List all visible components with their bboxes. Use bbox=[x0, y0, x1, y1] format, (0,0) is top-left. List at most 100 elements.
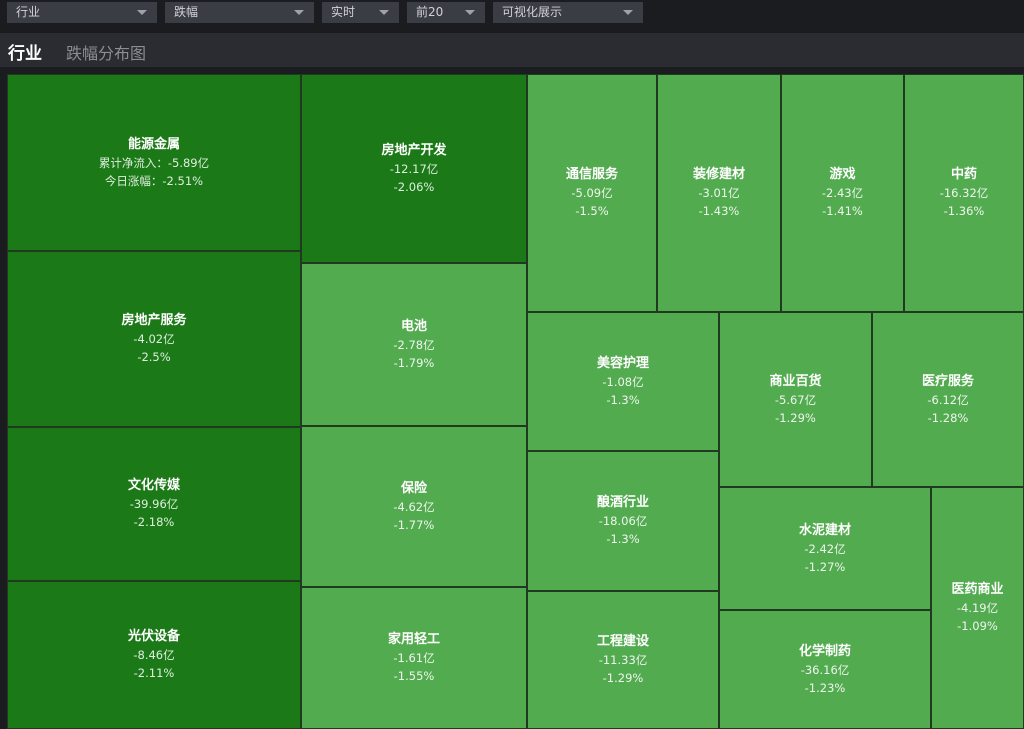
tile-电池[interactable]: 电池 -2.78亿 -1.79% bbox=[301, 263, 527, 426]
tile-商业百货[interactable]: 商业百货 -5.67亿 -1.29% bbox=[719, 312, 872, 487]
tile-net-inflow: -1.08亿 bbox=[602, 374, 644, 389]
page-title: 行业 bbox=[8, 44, 42, 64]
tile-文化传媒[interactable]: 文化传媒 -39.96亿 -2.18% bbox=[7, 427, 301, 581]
tile-net-inflow: -8.46亿 bbox=[133, 648, 175, 662]
tile-name: 能源金属 bbox=[127, 136, 180, 152]
tile-net-inflow: -2.42亿 bbox=[804, 541, 846, 556]
tile-net-inflow: -16.32亿 bbox=[939, 186, 989, 200]
view-mode-select-value: 可视化展示 bbox=[502, 5, 563, 19]
metric-select[interactable]: 跌幅 bbox=[165, 2, 314, 23]
tile-net-inflow: -39.96亿 bbox=[129, 497, 179, 511]
toolbar: 行业 跌幅 实时 前20 可视化展示 bbox=[0, 0, 1024, 26]
tile-change: -1.29% bbox=[775, 410, 816, 425]
tile-光伏设备[interactable]: 光伏设备 -8.46亿 -2.11% bbox=[7, 581, 301, 729]
tile-美容护理[interactable]: 美容护理 -1.08亿 -1.3% bbox=[527, 312, 719, 451]
tile-房地产开发[interactable]: 房地产开发 -12.17亿 -2.06% bbox=[301, 74, 527, 263]
tile-change: -1.77% bbox=[393, 517, 435, 532]
tile-change: -1.23% bbox=[804, 680, 846, 695]
change-label: 今日涨幅： bbox=[104, 173, 163, 188]
tile-net-inflow: -12.17亿 bbox=[389, 161, 439, 176]
tile-name: 光伏设备 bbox=[127, 629, 180, 644]
period-select[interactable]: 实时 bbox=[322, 2, 399, 23]
tile-net-inflow: -2.43亿 bbox=[821, 186, 864, 200]
tile-name: 文化传媒 bbox=[127, 478, 180, 493]
tile-change: -1.29% bbox=[602, 671, 644, 685]
tile-name: 装修建材 bbox=[692, 167, 745, 182]
tile-保险[interactable]: 保险 -4.62亿 -1.77% bbox=[301, 426, 527, 587]
tile-中药[interactable]: 中药 -16.32亿 -1.36% bbox=[904, 74, 1024, 312]
tile-name: 商业百货 bbox=[769, 373, 822, 389]
tile-net-inflow: -11.33亿 bbox=[598, 653, 648, 667]
tile-change: -2.06% bbox=[393, 179, 435, 194]
tile-change: -2.5% bbox=[137, 350, 171, 364]
tile-医药商业[interactable]: 医药商业 -4.19亿 -1.09% bbox=[931, 487, 1024, 729]
chevron-down-icon bbox=[137, 10, 147, 15]
tile-家用轻工[interactable]: 家用轻工 -1.61亿 -1.55% bbox=[301, 587, 527, 729]
change-value: -2.51% bbox=[162, 173, 204, 188]
tile-net-inflow: -36.16亿 bbox=[800, 662, 850, 677]
tile-net-inflow: -4.19亿 bbox=[956, 601, 999, 615]
tile-change: -1.28% bbox=[927, 410, 969, 425]
metric-select-value: 跌幅 bbox=[174, 5, 199, 19]
tile-change: -1.43% bbox=[698, 204, 740, 218]
tile-change: -1.09% bbox=[957, 619, 998, 633]
tile-net-inflow: -4.02亿 bbox=[133, 332, 175, 346]
chevron-down-icon bbox=[623, 10, 633, 15]
tile-net-inflow: 累计净流入：-5.89亿 bbox=[99, 154, 209, 172]
view-mode-select[interactable]: 可视化展示 bbox=[493, 2, 643, 23]
tile-能源金属[interactable]: 能源金属 累计净流入：-5.89亿 今日涨幅：-2.51% bbox=[7, 74, 301, 251]
tile-通信服务[interactable]: 通信服务 -5.09亿 -1.5% bbox=[527, 74, 657, 312]
tile-name: 房地产服务 bbox=[121, 313, 187, 328]
tile-change: 今日涨幅：-2.51% bbox=[105, 172, 203, 190]
category-select-value: 行业 bbox=[16, 5, 41, 19]
tile-change: -1.79% bbox=[393, 355, 435, 370]
title-bar: 行业 跌幅分布图 bbox=[0, 33, 1024, 67]
tile-name: 游戏 bbox=[829, 167, 856, 182]
chevron-down-icon bbox=[294, 10, 304, 15]
tile-change: -1.41% bbox=[822, 204, 863, 218]
tile-医疗服务[interactable]: 医疗服务 -6.12亿 -1.28% bbox=[872, 312, 1024, 487]
tile-change: -2.18% bbox=[133, 515, 175, 529]
tile-name: 水泥建材 bbox=[798, 522, 851, 538]
tab-decline-distribution[interactable]: 跌幅分布图 bbox=[66, 44, 147, 63]
tile-酿酒行业[interactable]: 酿酒行业 -18.06亿 -1.3% bbox=[527, 451, 719, 591]
tile-装修建材[interactable]: 装修建材 -3.01亿 -1.43% bbox=[657, 74, 781, 312]
tile-游戏[interactable]: 游戏 -2.43亿 -1.41% bbox=[781, 74, 904, 312]
tile-change: -1.3% bbox=[606, 532, 640, 546]
chevron-down-icon bbox=[465, 10, 475, 15]
tile-net-inflow: -5.09亿 bbox=[571, 186, 613, 200]
chevron-down-icon bbox=[379, 10, 389, 15]
tile-房地产服务[interactable]: 房地产服务 -4.02亿 -2.5% bbox=[7, 251, 301, 427]
tile-化学制药[interactable]: 化学制药 -36.16亿 -1.23% bbox=[719, 610, 931, 729]
topn-select-value: 前20 bbox=[416, 5, 444, 19]
tile-name: 医疗服务 bbox=[921, 373, 974, 389]
tile-name: 房地产开发 bbox=[381, 142, 447, 158]
tile-net-inflow: -4.62亿 bbox=[393, 499, 435, 514]
period-select-value: 实时 bbox=[331, 5, 356, 19]
tile-name: 酿酒行业 bbox=[596, 495, 649, 510]
tile-水泥建材[interactable]: 水泥建材 -2.42亿 -1.27% bbox=[719, 487, 931, 610]
tile-name: 医药商业 bbox=[951, 582, 1004, 597]
tile-change: -2.11% bbox=[133, 666, 175, 680]
tile-change: -1.55% bbox=[393, 669, 435, 683]
tile-name: 家用轻工 bbox=[387, 632, 440, 647]
tile-change: -1.5% bbox=[575, 204, 609, 218]
tile-工程建设[interactable]: 工程建设 -11.33亿 -1.29% bbox=[527, 591, 719, 729]
net-inflow-value: -5.89亿 bbox=[167, 155, 210, 170]
tile-name: 化学制药 bbox=[798, 643, 851, 659]
treemap: 能源金属 累计净流入：-5.89亿 今日涨幅：-2.51% 房地产服务 -4.0… bbox=[7, 74, 1024, 729]
tile-net-inflow: -2.78亿 bbox=[393, 337, 435, 352]
tile-net-inflow: -6.12亿 bbox=[927, 392, 969, 407]
tile-net-inflow: -18.06亿 bbox=[598, 514, 648, 528]
tile-name: 保险 bbox=[400, 480, 427, 496]
tile-name: 美容护理 bbox=[596, 355, 649, 371]
topn-select[interactable]: 前20 bbox=[407, 2, 485, 23]
tile-net-inflow: -3.01亿 bbox=[698, 186, 740, 200]
net-inflow-label: 累计净流入： bbox=[98, 155, 168, 170]
tile-change: -1.27% bbox=[804, 559, 846, 574]
tile-name: 通信服务 bbox=[565, 167, 618, 182]
tile-name: 电池 bbox=[400, 318, 427, 334]
tile-change: -1.3% bbox=[606, 392, 640, 407]
category-select[interactable]: 行业 bbox=[7, 2, 157, 23]
tile-net-inflow: -5.67亿 bbox=[774, 392, 817, 407]
